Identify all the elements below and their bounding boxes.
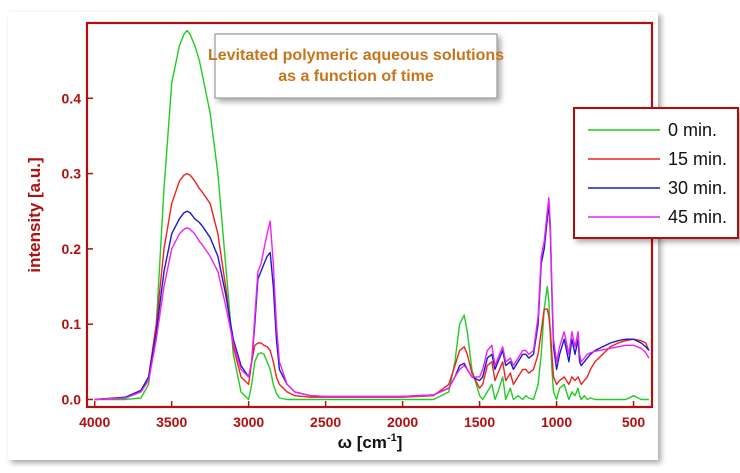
ticks-layer: 4000 3500 3000 2500 2000 1500 1000 500 0.0 0.1 0.2… [62, 90, 646, 430]
x-tick-label: 3500 [156, 414, 187, 430]
series-layer [94, 29, 650, 401]
series-line-2 [94, 203, 650, 401]
chart-title-box: Levitated polymeric aqueous solutions as… [208, 33, 504, 99]
y-tick-label: 0.0 [62, 391, 82, 407]
y-tick-label: 0.4 [62, 90, 82, 106]
x-tick-label: 3000 [233, 414, 264, 430]
legend: 0 min. 15 min. 30 min. 45 min. [573, 107, 739, 239]
series-line-3 [94, 197, 650, 401]
legend-label-3: 45 min. [668, 207, 727, 227]
y-tick-label: 0.3 [62, 166, 82, 182]
legend-label-0: 0 min. [668, 120, 717, 140]
x-tick-label: 1500 [464, 414, 495, 430]
x-tick-label: 2000 [387, 414, 418, 430]
chart-title-line-2: as a function of time [278, 68, 434, 85]
chart-title-line-1: Levitated polymeric aqueous solutions [208, 47, 504, 64]
legend-label-1: 15 min. [668, 149, 727, 169]
x-tick-label: 500 [622, 414, 646, 430]
y-tick-label: 0.2 [62, 241, 82, 257]
series-line-0 [94, 29, 649, 401]
x-axis-label: ω [cm-1] [338, 432, 403, 452]
x-tick-label: 1000 [541, 414, 572, 430]
y-axis-label: intensity [a.u.] [25, 157, 44, 272]
legend-label-2: 30 min. [668, 178, 727, 198]
series-line-1 [94, 172, 650, 401]
y-tick-label: 0.1 [62, 316, 82, 332]
x-tick-label: 2500 [310, 414, 341, 430]
x-tick-label: 4000 [79, 414, 110, 430]
